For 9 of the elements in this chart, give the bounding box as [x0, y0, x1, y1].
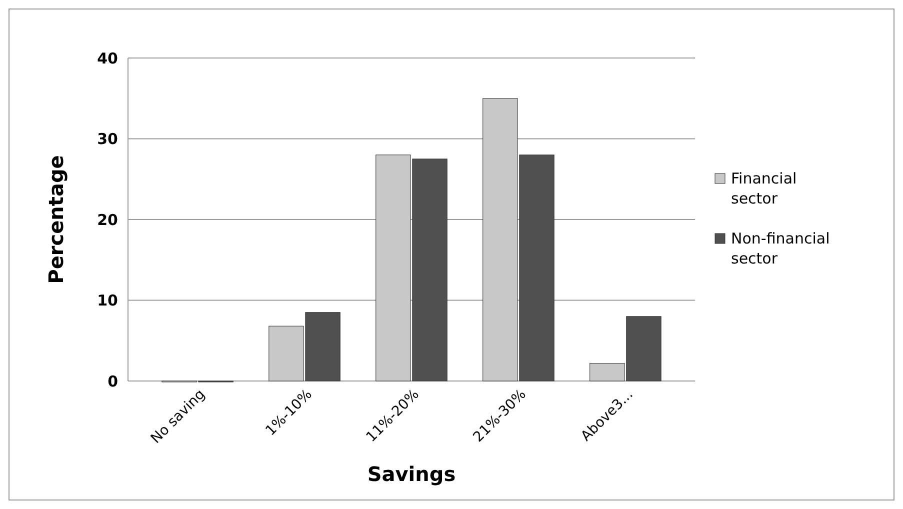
legend-label: Non-financial sector: [731, 230, 830, 268]
legend-label: Financial sector: [731, 170, 797, 208]
y-tick-label: 30: [97, 130, 118, 148]
y-axis-title: Percentage: [44, 155, 68, 284]
y-tick-label: 20: [97, 210, 118, 229]
x-axis-title: Savings: [367, 462, 456, 486]
y-tick-label: 0: [108, 372, 118, 390]
y-tick-label: 10: [97, 292, 118, 310]
y-tick-label: 40: [97, 49, 118, 68]
